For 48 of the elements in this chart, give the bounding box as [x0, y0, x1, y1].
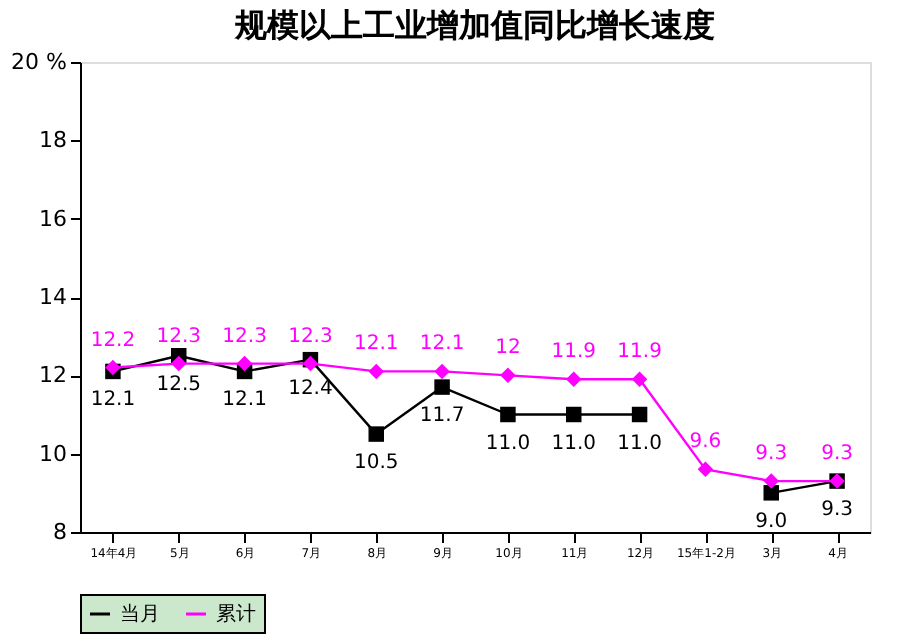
data-label: 12.1 [419, 333, 465, 356]
y-tick-label: 12 [39, 362, 67, 389]
data-label: 11.9 [617, 341, 662, 364]
y-tick-label: 18 [39, 127, 67, 154]
data-label: 9.3 [821, 443, 853, 466]
point [434, 379, 450, 395]
point [566, 406, 582, 423]
point [368, 363, 384, 380]
data-label: 12.3 [156, 325, 202, 348]
data-label: 12.1 [90, 389, 136, 412]
data-label: 11.9 [551, 341, 597, 364]
y-tick-label: 8 [53, 519, 67, 545]
y-tick-label: 16 [39, 205, 67, 232]
point [368, 426, 384, 442]
data-label: 11.7 [419, 405, 465, 428]
data-label: 9.6 [689, 431, 722, 454]
y-tick-label: 10 [39, 440, 67, 467]
point [631, 406, 648, 423]
data-label: 12 [495, 337, 521, 360]
legend-label: 累计 [216, 602, 256, 626]
y-tick-label: 14 [39, 284, 67, 310]
data-label: 11.0 [551, 432, 597, 455]
legend-label: 当月 [120, 602, 160, 626]
y-tick-label: 20 % [11, 49, 67, 75]
point [763, 485, 779, 501]
data-label: 12.4 [288, 377, 333, 400]
data-label: 12.2 [90, 329, 136, 352]
data-label: 12.3 [222, 325, 267, 348]
data-label: 12.1 [222, 389, 267, 412]
point [566, 371, 582, 387]
data-label: 10.5 [353, 452, 399, 475]
data-label: 12.3 [288, 325, 333, 348]
point [697, 461, 714, 478]
data-label: 12.1 [353, 333, 399, 356]
point [500, 367, 516, 384]
data-label: 12.5 [156, 373, 202, 396]
data-label: 9.0 [755, 510, 788, 533]
point [434, 363, 450, 380]
point [763, 473, 779, 489]
data-label: 9.3 [755, 443, 788, 466]
point [500, 406, 516, 423]
point [631, 371, 648, 387]
chart-title: 规模以上工业增加值同比增长速度 [233, 6, 715, 44]
data-label: 9.3 [821, 499, 853, 522]
point [171, 355, 187, 372]
point [236, 355, 253, 372]
data-label: 11.0 [617, 432, 662, 455]
data-label: 11.0 [485, 432, 531, 455]
